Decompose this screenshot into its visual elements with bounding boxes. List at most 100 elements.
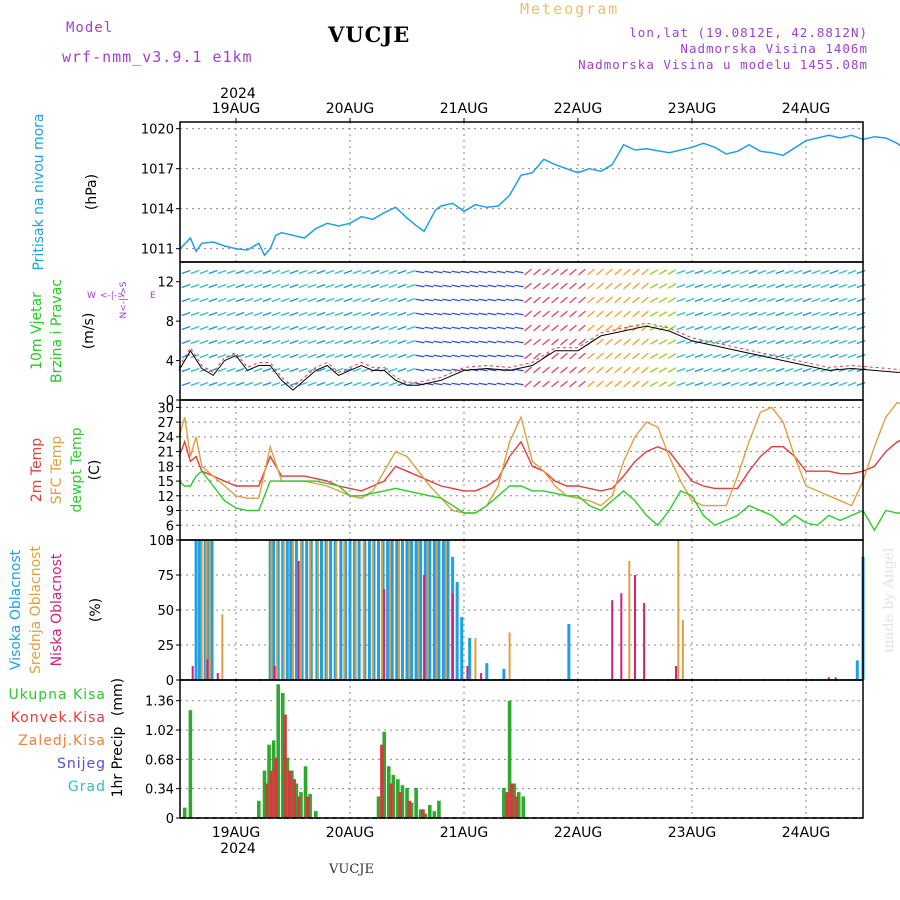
wind-barb: [208, 353, 218, 359]
bottom-day-label: 22AUG: [554, 825, 603, 841]
wind-barb: [587, 296, 595, 304]
mid-cloud-bar: [276, 540, 279, 680]
wind-barb: [721, 311, 731, 317]
wind-barb: [739, 381, 749, 387]
wind-barb: [442, 382, 452, 386]
conv-precip-bar: [274, 757, 278, 818]
wind-barb: [388, 367, 398, 373]
wind-barb: [721, 353, 731, 359]
wind-barb: [505, 312, 515, 316]
wind-barb: [632, 352, 640, 360]
wind-barb: [262, 367, 272, 373]
wind-barb: [847, 283, 857, 289]
mid-cloud-bar: [317, 540, 320, 680]
y-tick-label-cloud: 25: [157, 639, 174, 654]
wind-barb: [271, 325, 281, 331]
mid-cloud-bar: [371, 540, 374, 680]
wind-barb: [361, 353, 371, 359]
top-day-label: 23AUG: [668, 101, 717, 117]
wind-barb: [262, 381, 272, 387]
wind-barb: [190, 269, 200, 275]
wind-barb: [793, 381, 803, 387]
mid-cloud-bar: [292, 540, 294, 680]
wind-barb: [569, 310, 577, 318]
wind-barb: [370, 311, 380, 317]
total-precip-bar: [294, 783, 299, 818]
wind-barb: [560, 366, 568, 374]
wind-barb: [361, 381, 371, 387]
wind-barb: [334, 283, 344, 289]
total-precip-bar: [285, 757, 290, 818]
wind-barb: [496, 326, 506, 330]
total-precip-bar: [262, 770, 267, 818]
wind-barb: [641, 366, 649, 374]
wind-barb: [460, 312, 470, 316]
wind-barb: [442, 312, 452, 316]
top-day-label: 22AUG: [554, 101, 603, 117]
wind-barb: [802, 381, 812, 387]
wind-barb: [343, 339, 353, 345]
wind-barb: [533, 380, 541, 388]
wind-barb: [208, 381, 218, 387]
precip-legend-item: Ukupna Kisa: [8, 687, 106, 703]
total-precip-bar: [391, 774, 396, 818]
wind-barb: [442, 326, 452, 330]
wind-barb: [847, 339, 857, 345]
wind-barb: [199, 311, 209, 317]
compass-west: W: [87, 291, 96, 301]
y-tick-label-precip: 1.36: [145, 695, 174, 710]
wind-barb: [451, 312, 461, 316]
wind-barb: [271, 339, 281, 345]
wind-barb: [838, 283, 848, 289]
wind-barb: [289, 381, 299, 387]
wind-barb: [379, 283, 389, 289]
wind-barb: [838, 311, 848, 317]
wind-barb: [379, 325, 389, 331]
wind-barb: [451, 326, 461, 330]
wind-barb: [487, 382, 497, 386]
wind-barb: [596, 324, 604, 332]
wind-barb: [415, 270, 425, 274]
wind-barb: [685, 283, 695, 289]
wind-barb: [496, 284, 506, 288]
high-cloud-bar: [272, 540, 276, 680]
wind-barb: [514, 298, 524, 302]
wind-barb: [847, 297, 857, 303]
model-name: wrf-nmm_v3.9.1 e1km: [62, 48, 253, 66]
wind-barb: [667, 325, 677, 331]
mid-cloud-bar: [309, 540, 312, 680]
wind-barb: [190, 339, 200, 345]
precip-legend-item: Snijeg: [57, 756, 106, 772]
wind-barb: [235, 283, 245, 289]
y-tick-label-pressure: 1020: [141, 123, 174, 138]
y-tick-label-precip: 1.02: [145, 724, 174, 739]
wind-barb: [632, 366, 640, 374]
wind-speed-line: [178, 325, 900, 391]
wind-barb: [712, 339, 722, 345]
wind-barb: [289, 269, 299, 275]
wind-barb: [838, 325, 848, 331]
wind-barb: [379, 339, 389, 345]
wind-barb: [658, 283, 668, 289]
wind-barb: [739, 269, 749, 275]
wind-barb: [343, 353, 353, 359]
wind-barb: [793, 269, 803, 275]
wind-barb: [406, 311, 416, 317]
total-precip-bar: [382, 731, 386, 818]
wind-barb: [721, 381, 731, 387]
wind-barb: [514, 382, 524, 386]
wind-barb: [478, 340, 488, 344]
wind-barb: [748, 269, 758, 275]
wind-barb: [605, 366, 613, 374]
wind-barb: [802, 339, 812, 345]
wind-barb: [199, 283, 209, 289]
wind-barb: [361, 339, 371, 345]
wind-barb: [569, 324, 577, 332]
wind-barb: [352, 339, 362, 345]
wind-barb: [460, 382, 470, 386]
wind-barb: [199, 353, 209, 359]
bottom-day-label: 19AUG: [212, 825, 261, 841]
wind-barb: [524, 338, 532, 346]
wind-barb: [253, 325, 263, 331]
bottom-day-label: 24AUG: [782, 825, 831, 841]
